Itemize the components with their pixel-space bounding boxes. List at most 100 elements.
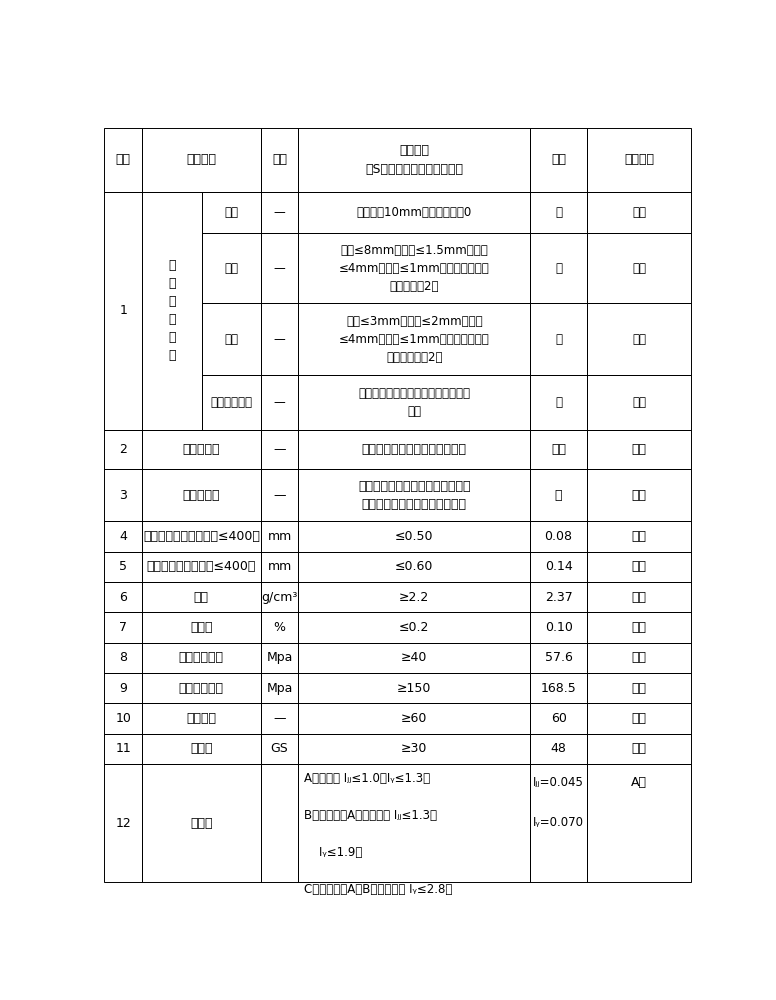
Bar <box>587 430 691 469</box>
Bar <box>530 128 587 192</box>
Text: 裂纹: 裂纹 <box>224 206 238 219</box>
Text: 标准要求
（S序列、细骨料、合格品）: 标准要求 （S序列、细骨料、合格品） <box>365 144 463 176</box>
Bar <box>587 612 691 643</box>
Bar <box>530 703 587 734</box>
Text: mm: mm <box>268 560 292 573</box>
Text: 长度≤8mm，宽度≤1.5mm（长度
≤4mm，宽度≤1mm的不计），每块
板允许个数2个: 长度≤8mm，宽度≤1.5mm（长度 ≤4mm，宽度≤1mm的不计），每块 板允… <box>339 244 490 293</box>
Bar <box>587 673 691 703</box>
Text: 光泽度: 光泽度 <box>190 742 213 755</box>
Bar <box>261 703 299 734</box>
Bar <box>203 233 261 303</box>
Text: —: — <box>273 712 286 725</box>
Bar <box>299 469 530 521</box>
Bar <box>587 643 691 673</box>
Bar <box>587 233 691 303</box>
Bar <box>530 469 587 521</box>
Text: 5: 5 <box>120 560 127 573</box>
Text: 0.10: 0.10 <box>545 621 573 634</box>
Text: 合格: 合格 <box>632 621 646 634</box>
Bar <box>104 552 142 582</box>
Bar <box>530 734 587 764</box>
Text: 合格: 合格 <box>632 396 646 409</box>
Text: 同一批板材的花纹色调基本调和: 同一批板材的花纹色调基本调和 <box>362 443 466 456</box>
Bar <box>142 582 261 612</box>
Bar <box>299 612 530 643</box>
Bar <box>299 734 530 764</box>
Text: —: — <box>273 443 286 456</box>
Text: 合格: 合格 <box>632 742 646 755</box>
Text: 板材允许粘结和修补，粘结和修补
后应不影响装饰效果和物理性能: 板材允许粘结和修补，粘结和修补 后应不影响装饰效果和物理性能 <box>358 480 470 511</box>
Text: Mpa: Mpa <box>266 682 293 695</box>
Bar <box>104 192 142 430</box>
Bar <box>142 612 261 643</box>
Bar <box>299 128 530 192</box>
Text: 序号: 序号 <box>116 153 130 166</box>
Text: 合格: 合格 <box>632 682 646 695</box>
Text: 48: 48 <box>551 742 566 755</box>
Text: 11: 11 <box>116 742 131 755</box>
Text: A类：满足 Iⱼⱼ≤1.0，Iᵧ≤1.3；

B类：不符合A类，但满足 Iⱼⱼ≤1.3，

    Iᵧ≤1.9；

C类：不符合A、B类，但满足 Iᵧ≤2.8: A类：满足 Iⱼⱼ≤1.0，Iᵧ≤1.3； B类：不符合A类，但满足 Iⱼⱼ≤1… <box>304 772 452 896</box>
Text: 检验项目: 检验项目 <box>186 153 217 166</box>
Bar <box>261 303 299 375</box>
Text: g/cm³: g/cm³ <box>262 591 298 604</box>
Bar <box>142 469 261 521</box>
Bar <box>142 734 261 764</box>
Bar <box>530 552 587 582</box>
Text: 长度≤3mm，宽度≤2mm（长度
≤4mm，宽度≤1mm的不计），每块
板允许个数为2个: 长度≤3mm，宽度≤2mm（长度 ≤4mm，宽度≤1mm的不计），每块 板允许个… <box>339 315 490 364</box>
Bar <box>530 673 587 703</box>
Bar <box>587 128 691 192</box>
Text: 12: 12 <box>116 817 131 830</box>
Text: 板材正面（饰面），有，不影响装饰
效果: 板材正面（饰面），有，不影响装饰 效果 <box>359 387 470 418</box>
Bar <box>530 375 587 430</box>
Bar <box>299 375 530 430</box>
Bar <box>104 673 142 703</box>
Bar <box>530 303 587 375</box>
Bar <box>299 192 530 233</box>
Bar <box>587 303 691 375</box>
Bar <box>261 430 299 469</box>
Text: 2.37: 2.37 <box>545 591 573 604</box>
Bar <box>587 552 691 582</box>
Text: 10: 10 <box>115 712 131 725</box>
Bar <box>587 734 691 764</box>
Text: 合格: 合格 <box>632 443 646 456</box>
Bar <box>587 703 691 734</box>
Text: —: — <box>274 333 286 346</box>
Text: Mpa: Mpa <box>266 651 293 664</box>
Bar <box>261 375 299 430</box>
Text: 合格: 合格 <box>632 712 646 725</box>
Text: 正
面
外
观
缺
陷: 正 面 外 观 缺 陷 <box>168 259 176 362</box>
Bar <box>142 552 261 582</box>
Bar <box>299 521 530 552</box>
Bar <box>299 233 530 303</box>
Bar <box>261 552 299 582</box>
Bar <box>142 521 261 552</box>
Bar <box>299 643 530 673</box>
Text: 合格: 合格 <box>632 591 646 604</box>
Text: 60: 60 <box>551 712 566 725</box>
Text: 168.5: 168.5 <box>541 682 577 695</box>
Bar <box>530 233 587 303</box>
Bar <box>530 192 587 233</box>
Bar <box>299 703 530 734</box>
Text: —: — <box>274 206 286 219</box>
Text: 无: 无 <box>555 489 563 502</box>
Text: 实测: 实测 <box>551 153 566 166</box>
Text: 吸水率: 吸水率 <box>190 621 213 634</box>
Bar <box>142 703 261 734</box>
Bar <box>203 375 261 430</box>
Bar <box>261 128 299 192</box>
Text: 单位: 单位 <box>272 153 287 166</box>
Text: GS: GS <box>271 742 289 755</box>
Text: 无: 无 <box>555 396 562 409</box>
Text: ≥60: ≥60 <box>401 712 428 725</box>
Text: ≥2.2: ≥2.2 <box>399 591 429 604</box>
Bar <box>142 192 203 430</box>
Text: 符合: 符合 <box>551 443 566 456</box>
Text: 放射性: 放射性 <box>190 817 213 830</box>
Text: ≤0.2: ≤0.2 <box>399 621 429 634</box>
Bar <box>261 469 299 521</box>
Bar <box>587 469 691 521</box>
Text: 合格: 合格 <box>632 530 646 543</box>
Bar <box>261 233 299 303</box>
